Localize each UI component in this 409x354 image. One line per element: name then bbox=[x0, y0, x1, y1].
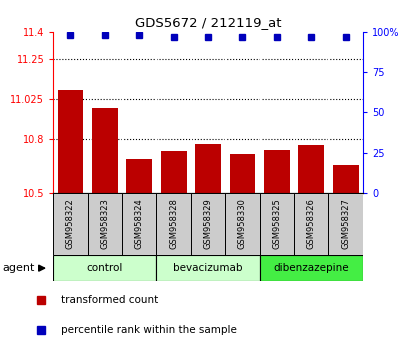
Bar bbox=[259, 255, 362, 281]
Text: GSM958325: GSM958325 bbox=[272, 199, 281, 249]
Text: dibenzazepine: dibenzazepine bbox=[273, 263, 348, 273]
Bar bbox=[88, 193, 122, 255]
Bar bbox=[195, 144, 220, 193]
Text: percentile rank within the sample: percentile rank within the sample bbox=[61, 325, 237, 335]
Bar bbox=[122, 193, 156, 255]
Title: GDS5672 / 212119_at: GDS5672 / 212119_at bbox=[135, 16, 281, 29]
Bar bbox=[92, 108, 117, 193]
Text: GSM958327: GSM958327 bbox=[340, 199, 349, 249]
Text: agent: agent bbox=[3, 263, 35, 273]
Bar bbox=[191, 193, 225, 255]
Bar bbox=[225, 193, 259, 255]
Text: GSM958323: GSM958323 bbox=[100, 199, 109, 249]
Bar bbox=[160, 151, 186, 193]
Text: GSM958330: GSM958330 bbox=[237, 199, 246, 249]
Bar bbox=[263, 150, 289, 193]
Bar bbox=[328, 193, 362, 255]
Bar bbox=[293, 193, 328, 255]
Text: control: control bbox=[86, 263, 123, 273]
Text: bevacizumab: bevacizumab bbox=[173, 263, 242, 273]
Bar bbox=[126, 159, 152, 193]
Bar bbox=[53, 193, 88, 255]
Text: GSM958324: GSM958324 bbox=[135, 199, 144, 249]
Bar bbox=[57, 90, 83, 193]
Text: GSM958329: GSM958329 bbox=[203, 199, 212, 249]
Text: GSM958326: GSM958326 bbox=[306, 199, 315, 249]
Bar bbox=[156, 255, 259, 281]
Bar bbox=[156, 193, 191, 255]
Text: GSM958328: GSM958328 bbox=[169, 199, 178, 249]
Bar bbox=[259, 193, 293, 255]
Bar bbox=[229, 154, 255, 193]
Bar bbox=[298, 145, 324, 193]
Bar bbox=[332, 165, 358, 193]
Text: transformed count: transformed count bbox=[61, 295, 158, 305]
Bar bbox=[53, 255, 156, 281]
Text: GSM958322: GSM958322 bbox=[66, 199, 75, 249]
